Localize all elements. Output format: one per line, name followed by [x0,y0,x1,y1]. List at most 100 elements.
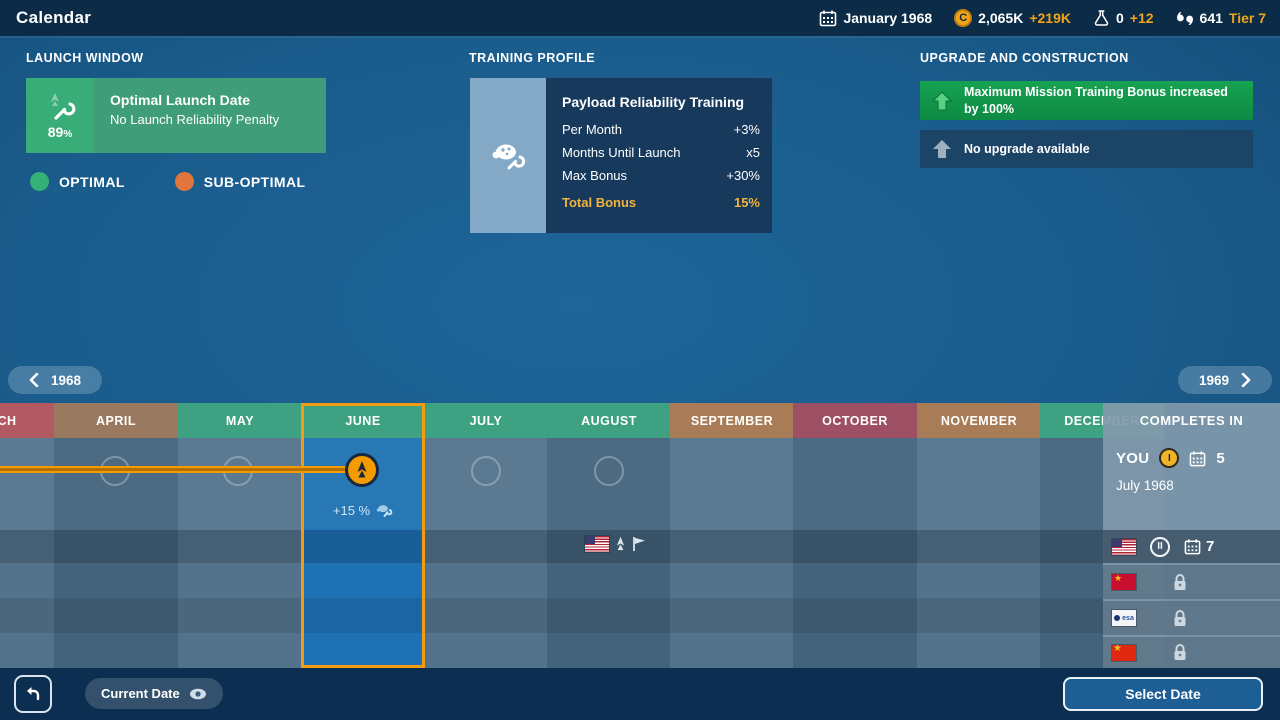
funds-icon: C [954,9,973,27]
funds-display: C 2,065K +219K [954,9,1071,27]
funds-delta: +219K [1029,10,1071,26]
next-year-button[interactable]: 1969 [1178,366,1272,394]
legend-suboptimal: SUB-OPTIMAL [174,172,306,191]
launch-window-slot[interactable] [471,456,501,486]
ussr-flag: ★ [1112,574,1136,590]
training-total-row: Total Bonus 15% [562,195,760,210]
current-date-value: January 1968 [843,10,933,26]
optimal-label: OPTIMAL [59,173,125,190]
select-date-button[interactable]: Select Date [1063,677,1263,711]
next-year-label: 1969 [1198,372,1230,388]
selected-month-bonus: +15 % [301,503,425,518]
upgrade-card-text: No upgrade available [964,141,1090,156]
agency-row-esa[interactable]: esa [1103,601,1280,635]
funds-value: 2,065K [978,10,1024,26]
training-row: Months Until Launch x5 [562,145,760,160]
competitor-event-august[interactable] [585,536,647,552]
launch-window-header: LAUNCH WINDOW [26,51,144,65]
training-row: Max Bonus +30% [562,168,760,183]
current-date-label: Current Date [101,686,180,701]
upgrade-card-active: Maximum Mission Training Bonus increased… [920,81,1253,120]
legend-optimal: OPTIMAL [30,172,125,191]
upgrade-header: UPGRADE AND CONSTRUCTION [920,51,1129,65]
optimal-dot [30,172,49,191]
lock-icon [1174,573,1186,590]
current-date-toggle[interactable]: Current Date [85,678,223,709]
month-label: JULY [469,413,503,428]
launch-reliability-badge: 89% [26,78,94,153]
training-total-label: Total Bonus [562,195,637,210]
rocket-icon [357,461,367,478]
month-column-august[interactable]: AUGUST [547,403,671,668]
month-label: MARCH [0,413,17,428]
month-label: NOVEMBER [940,413,1018,428]
launch-window-slot[interactable] [594,456,624,486]
top-bar: Calendar January 1968 C 2,065K +219K 0 +… [0,0,1280,36]
science-value: 0 [1115,10,1124,26]
you-label: YOU [1116,449,1150,467]
upgrade-arrow-icon [920,90,964,112]
launch-window-legend: OPTIMAL SUB-OPTIMAL [30,172,305,191]
prev-year-button[interactable]: 1968 [8,366,102,394]
month-column-november[interactable]: NOVEMBER [917,403,1041,668]
milestone-flag-icon [633,537,645,551]
science-delta: +12 [1129,10,1154,26]
agency-row-china[interactable]: ★ [1103,637,1280,668]
chevron-right-icon [1241,373,1251,387]
back-button[interactable] [14,675,52,713]
month-column-september[interactable]: SEPTEMBER [670,403,794,668]
science-display: 0 +12 [1093,9,1154,27]
month-column-may[interactable]: MAY [178,403,302,668]
resource-bar: January 1968 C 2,065K +219K 0 +12 641 Ti… [819,0,1266,36]
milestone-medal-2: II [1150,536,1170,557]
launch-reliability-value: 89% [47,123,73,140]
lock-icon [1174,644,1186,660]
training-title: Payload Reliability Training [562,94,745,110]
month-label: AUGUST [581,413,637,428]
month-column-april[interactable]: APRIL [54,403,178,668]
agency-row-usa[interactable]: II 7 [1103,530,1280,563]
china-flag: ★ [1112,644,1136,661]
completes-in-header: COMPLETES IN [1139,413,1244,428]
select-date-label: Select Date [1125,686,1201,702]
suboptimal-label: SUB-OPTIMAL [203,173,306,190]
you-row: YOU I 5 [1103,438,1280,468]
launch-timeline-line [0,466,350,473]
prev-year-label: 1968 [50,372,82,388]
usa-months-remaining: 7 [1206,538,1215,555]
training-profile-header: TRAINING PROFILE [469,51,596,65]
influence-tier: Tier 7 [1228,10,1266,26]
training-row-value: +3% [733,122,760,137]
month-label: SEPTEMBER [690,413,774,428]
page-title: Calendar [16,8,92,27]
training-row-label: Per Month [562,122,622,137]
launch-window-card: 89% Optimal Launch Date No Launch Reliab… [26,78,326,153]
month-column-july[interactable]: JULY [424,403,548,668]
upgrade-arrow-icon-muted [920,138,964,160]
month-column-june-selected[interactable]: JUNE [301,403,425,668]
month-label: APRIL [96,413,136,428]
month-label: JUNE [345,413,381,428]
selected-launch-marker[interactable] [345,453,379,487]
upgrade-card-empty: No upgrade available [920,130,1253,168]
training-total-value: 15% [733,195,760,210]
training-icon-tile [470,78,546,233]
suboptimal-dot [174,172,194,191]
agency-row-ussr[interactable]: ★ [1103,565,1280,599]
training-row-value: +30% [726,168,760,183]
month-column-october[interactable]: OCTOBER [793,403,917,668]
training-row-value: x5 [746,145,760,160]
training-row: Per Month +3% [562,122,760,137]
satellite-wrench-icon [376,505,393,518]
esa-flag: esa [1112,610,1136,626]
calendar-icon [1184,539,1201,555]
launch-window-info: Optimal Launch Date No Launch Reliabilit… [94,78,326,153]
bottom-bar: Current Date Select Date [0,668,1280,720]
training-row-label: Max Bonus [562,168,628,183]
you-completion-date: July 1968 [1116,478,1174,493]
training-profile-info: Payload Reliability Training Per Month +… [546,78,772,233]
month-column-march[interactable]: MARCH [0,403,54,668]
launch-window-title: Optimal Launch Date [110,92,251,108]
influence-quotes-icon [1176,11,1193,25]
